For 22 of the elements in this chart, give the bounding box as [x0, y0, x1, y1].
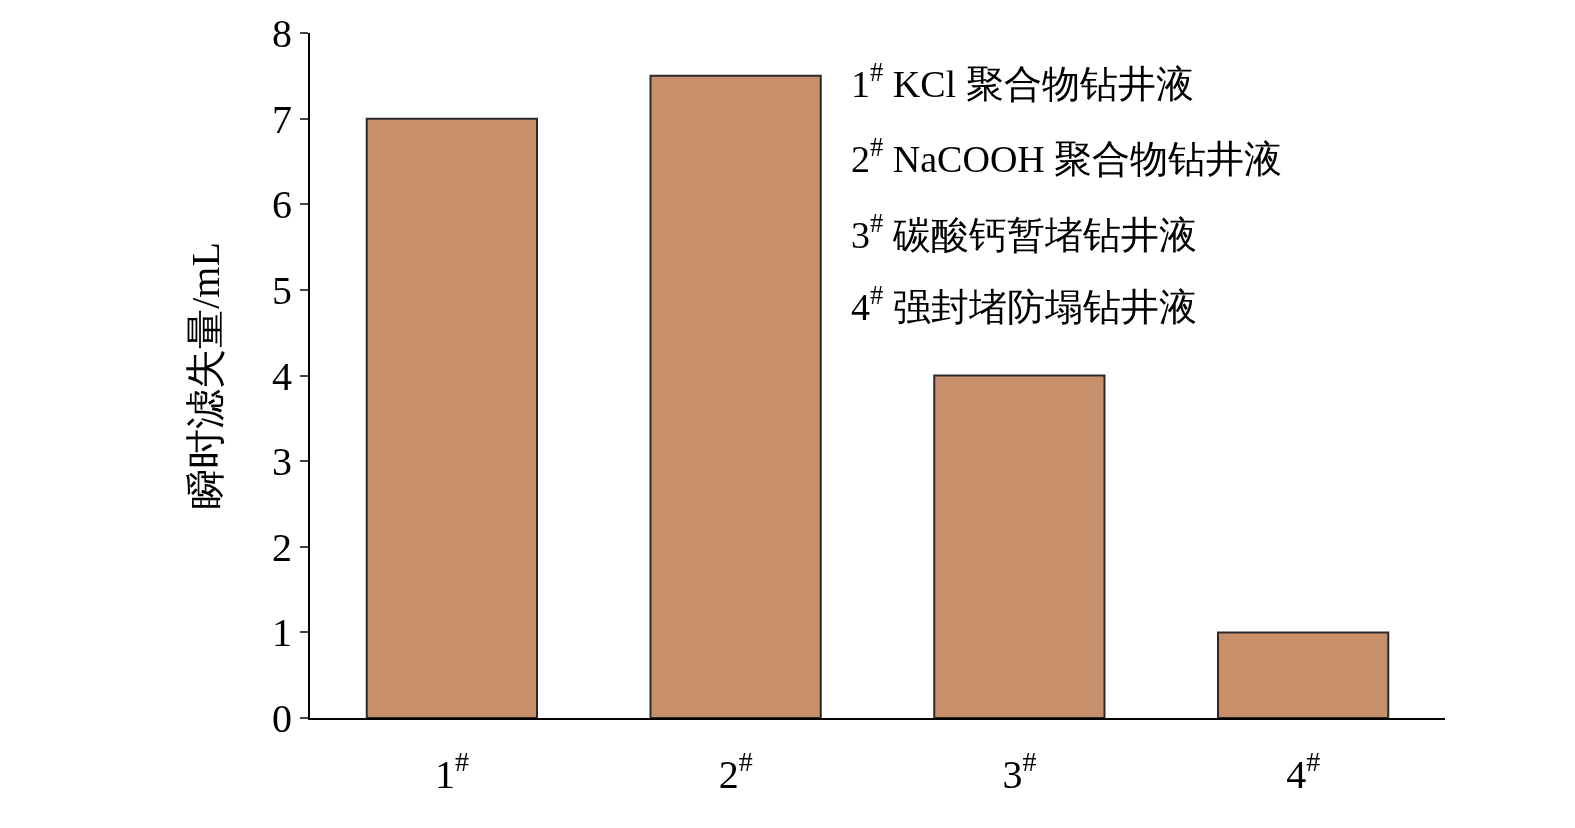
y-tick-label: 0 [272, 696, 292, 741]
annotation: 4$^{#}$ 强封堵防塌钻井液 [851, 280, 1197, 328]
bar [649, 74, 822, 718]
x-tick-label: 1$^{#}$ [434, 746, 469, 797]
annotation: 1$^{#}$ KCl 聚合物钻井液 [851, 57, 1194, 105]
x-tick-label: 4$^{#}$ [1286, 746, 1321, 797]
y-tick-label: 1 [272, 610, 292, 656]
y-tick-label: 3 [272, 439, 292, 485]
y-tick-label: 5 [272, 267, 292, 313]
annotation: 2$^{#}$ NaCOOH 聚合物钻井液 [851, 132, 1283, 180]
y-axis-title: 瞬时滤失量/mL [183, 242, 228, 509]
y-tick-label: 7 [272, 96, 292, 142]
annotation: 3$^{#}$ 碳酸钙暂堵钻井液 [851, 208, 1197, 256]
y-tick-label: 8 [272, 11, 292, 56]
y-tick-label: 6 [272, 182, 292, 228]
bar [365, 117, 538, 718]
bar [1217, 631, 1390, 718]
y-tick-label: 2 [272, 524, 292, 570]
x-tick-label: 2$^{#}$ [718, 746, 753, 797]
bar [933, 374, 1106, 718]
x-tick-label: 3$^{#}$ [1002, 746, 1037, 797]
y-tick-label: 4 [272, 353, 292, 399]
